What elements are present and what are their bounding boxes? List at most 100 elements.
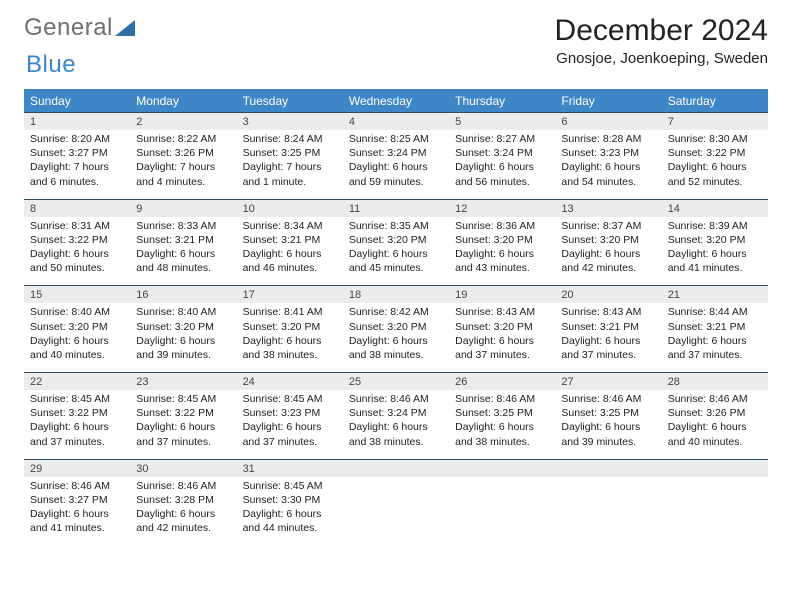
day-cell: Sunrise: 8:46 AMSunset: 3:26 PMDaylight:…	[662, 390, 768, 459]
daylight-line: Daylight: 6 hours and 37 minutes.	[455, 334, 549, 362]
daylight-line: Daylight: 6 hours and 38 minutes.	[455, 420, 549, 448]
daylight-line: Daylight: 6 hours and 39 minutes.	[136, 334, 230, 362]
daynum: 10	[237, 199, 343, 217]
sunrise-line: Sunrise: 8:20 AM	[30, 132, 124, 146]
daylight-line: Daylight: 6 hours and 37 minutes.	[668, 334, 762, 362]
day-cell: Sunrise: 8:45 AMSunset: 3:22 PMDaylight:…	[24, 390, 130, 459]
sunset-line: Sunset: 3:30 PM	[243, 493, 337, 507]
day-cell: Sunrise: 8:31 AMSunset: 3:22 PMDaylight:…	[24, 217, 130, 286]
sunset-line: Sunset: 3:24 PM	[455, 146, 549, 160]
daynum: 27	[555, 373, 661, 391]
sunset-line: Sunset: 3:21 PM	[668, 320, 762, 334]
daylight-line: Daylight: 6 hours and 41 minutes.	[668, 247, 762, 275]
daynum: 2	[130, 113, 236, 131]
sunrise-line: Sunrise: 8:22 AM	[136, 132, 230, 146]
daylight-line: Daylight: 6 hours and 52 minutes.	[668, 160, 762, 188]
daylight-line: Daylight: 6 hours and 44 minutes.	[243, 507, 337, 535]
day-cell: Sunrise: 8:27 AMSunset: 3:24 PMDaylight:…	[449, 130, 555, 199]
daynum: 18	[343, 286, 449, 304]
sunrise-line: Sunrise: 8:40 AM	[30, 305, 124, 319]
daynum: 4	[343, 113, 449, 131]
daynum: 22	[24, 373, 130, 391]
sunrise-line: Sunrise: 8:40 AM	[136, 305, 230, 319]
daynum	[662, 459, 768, 477]
daynum: 29	[24, 459, 130, 477]
sunset-line: Sunset: 3:27 PM	[30, 146, 124, 160]
sunrise-line: Sunrise: 8:28 AM	[561, 132, 655, 146]
daynum: 30	[130, 459, 236, 477]
day-cell: Sunrise: 8:46 AMSunset: 3:24 PMDaylight:…	[343, 390, 449, 459]
dayname-saturday: Saturday	[662, 89, 768, 113]
day-cell: Sunrise: 8:30 AMSunset: 3:22 PMDaylight:…	[662, 130, 768, 199]
sunset-line: Sunset: 3:25 PM	[243, 146, 337, 160]
daynum: 8	[24, 199, 130, 217]
daynum: 9	[130, 199, 236, 217]
sunrise-line: Sunrise: 8:46 AM	[30, 479, 124, 493]
daylight-line: Daylight: 6 hours and 45 minutes.	[349, 247, 443, 275]
daylight-line: Daylight: 6 hours and 54 minutes.	[561, 160, 655, 188]
daynum: 13	[555, 199, 661, 217]
sunset-line: Sunset: 3:20 PM	[349, 320, 443, 334]
sunrise-line: Sunrise: 8:46 AM	[136, 479, 230, 493]
sunrise-line: Sunrise: 8:44 AM	[668, 305, 762, 319]
daynum: 24	[237, 373, 343, 391]
day-cell	[449, 477, 555, 546]
sunrise-line: Sunrise: 8:45 AM	[136, 392, 230, 406]
daynum: 1	[24, 113, 130, 131]
sunrise-line: Sunrise: 8:35 AM	[349, 219, 443, 233]
logo-word1: General	[24, 14, 113, 42]
sunrise-line: Sunrise: 8:45 AM	[30, 392, 124, 406]
day-cell: Sunrise: 8:45 AMSunset: 3:22 PMDaylight:…	[130, 390, 236, 459]
sunset-line: Sunset: 3:24 PM	[349, 146, 443, 160]
daynum: 26	[449, 373, 555, 391]
daylight-line: Daylight: 6 hours and 40 minutes.	[668, 420, 762, 448]
daylight-line: Daylight: 6 hours and 42 minutes.	[136, 507, 230, 535]
daylight-line: Daylight: 6 hours and 46 minutes.	[243, 247, 337, 275]
logo-triangle-icon	[115, 18, 141, 38]
sunset-line: Sunset: 3:27 PM	[30, 493, 124, 507]
sunrise-line: Sunrise: 8:37 AM	[561, 219, 655, 233]
daynum: 16	[130, 286, 236, 304]
day-cell: Sunrise: 8:40 AMSunset: 3:20 PMDaylight:…	[130, 303, 236, 372]
day-cell: Sunrise: 8:42 AMSunset: 3:20 PMDaylight:…	[343, 303, 449, 372]
day-cell: Sunrise: 8:44 AMSunset: 3:21 PMDaylight:…	[662, 303, 768, 372]
day-cell: Sunrise: 8:46 AMSunset: 3:25 PMDaylight:…	[555, 390, 661, 459]
day-cell: Sunrise: 8:41 AMSunset: 3:20 PMDaylight:…	[237, 303, 343, 372]
sunset-line: Sunset: 3:23 PM	[561, 146, 655, 160]
sunrise-line: Sunrise: 8:46 AM	[455, 392, 549, 406]
dayname-friday: Friday	[555, 89, 661, 113]
sunrise-line: Sunrise: 8:31 AM	[30, 219, 124, 233]
daynum: 17	[237, 286, 343, 304]
daylight-line: Daylight: 6 hours and 37 minutes.	[243, 420, 337, 448]
sunrise-line: Sunrise: 8:46 AM	[668, 392, 762, 406]
day-cell: Sunrise: 8:33 AMSunset: 3:21 PMDaylight:…	[130, 217, 236, 286]
logo: General	[24, 14, 141, 42]
daylight-line: Daylight: 6 hours and 41 minutes.	[30, 507, 124, 535]
day-cell	[555, 477, 661, 546]
daynum	[449, 459, 555, 477]
day-cell: Sunrise: 8:43 AMSunset: 3:21 PMDaylight:…	[555, 303, 661, 372]
day-cell: Sunrise: 8:40 AMSunset: 3:20 PMDaylight:…	[24, 303, 130, 372]
daylight-line: Daylight: 6 hours and 59 minutes.	[349, 160, 443, 188]
daynum: 7	[662, 113, 768, 131]
sunset-line: Sunset: 3:22 PM	[30, 406, 124, 420]
daynum: 19	[449, 286, 555, 304]
day-cell: Sunrise: 8:45 AMSunset: 3:23 PMDaylight:…	[237, 390, 343, 459]
day-cell: Sunrise: 8:24 AMSunset: 3:25 PMDaylight:…	[237, 130, 343, 199]
daylight-line: Daylight: 6 hours and 56 minutes.	[455, 160, 549, 188]
day-cell: Sunrise: 8:20 AMSunset: 3:27 PMDaylight:…	[24, 130, 130, 199]
daynum: 5	[449, 113, 555, 131]
sunset-line: Sunset: 3:20 PM	[349, 233, 443, 247]
daynum: 20	[555, 286, 661, 304]
daylight-line: Daylight: 6 hours and 38 minutes.	[349, 420, 443, 448]
daynum: 21	[662, 286, 768, 304]
sunset-line: Sunset: 3:21 PM	[136, 233, 230, 247]
daynum: 14	[662, 199, 768, 217]
day-cell: Sunrise: 8:43 AMSunset: 3:20 PMDaylight:…	[449, 303, 555, 372]
day-cell: Sunrise: 8:28 AMSunset: 3:23 PMDaylight:…	[555, 130, 661, 199]
sunrise-line: Sunrise: 8:42 AM	[349, 305, 443, 319]
daynum: 12	[449, 199, 555, 217]
sunrise-line: Sunrise: 8:24 AM	[243, 132, 337, 146]
day-cell: Sunrise: 8:37 AMSunset: 3:20 PMDaylight:…	[555, 217, 661, 286]
sunset-line: Sunset: 3:24 PM	[349, 406, 443, 420]
